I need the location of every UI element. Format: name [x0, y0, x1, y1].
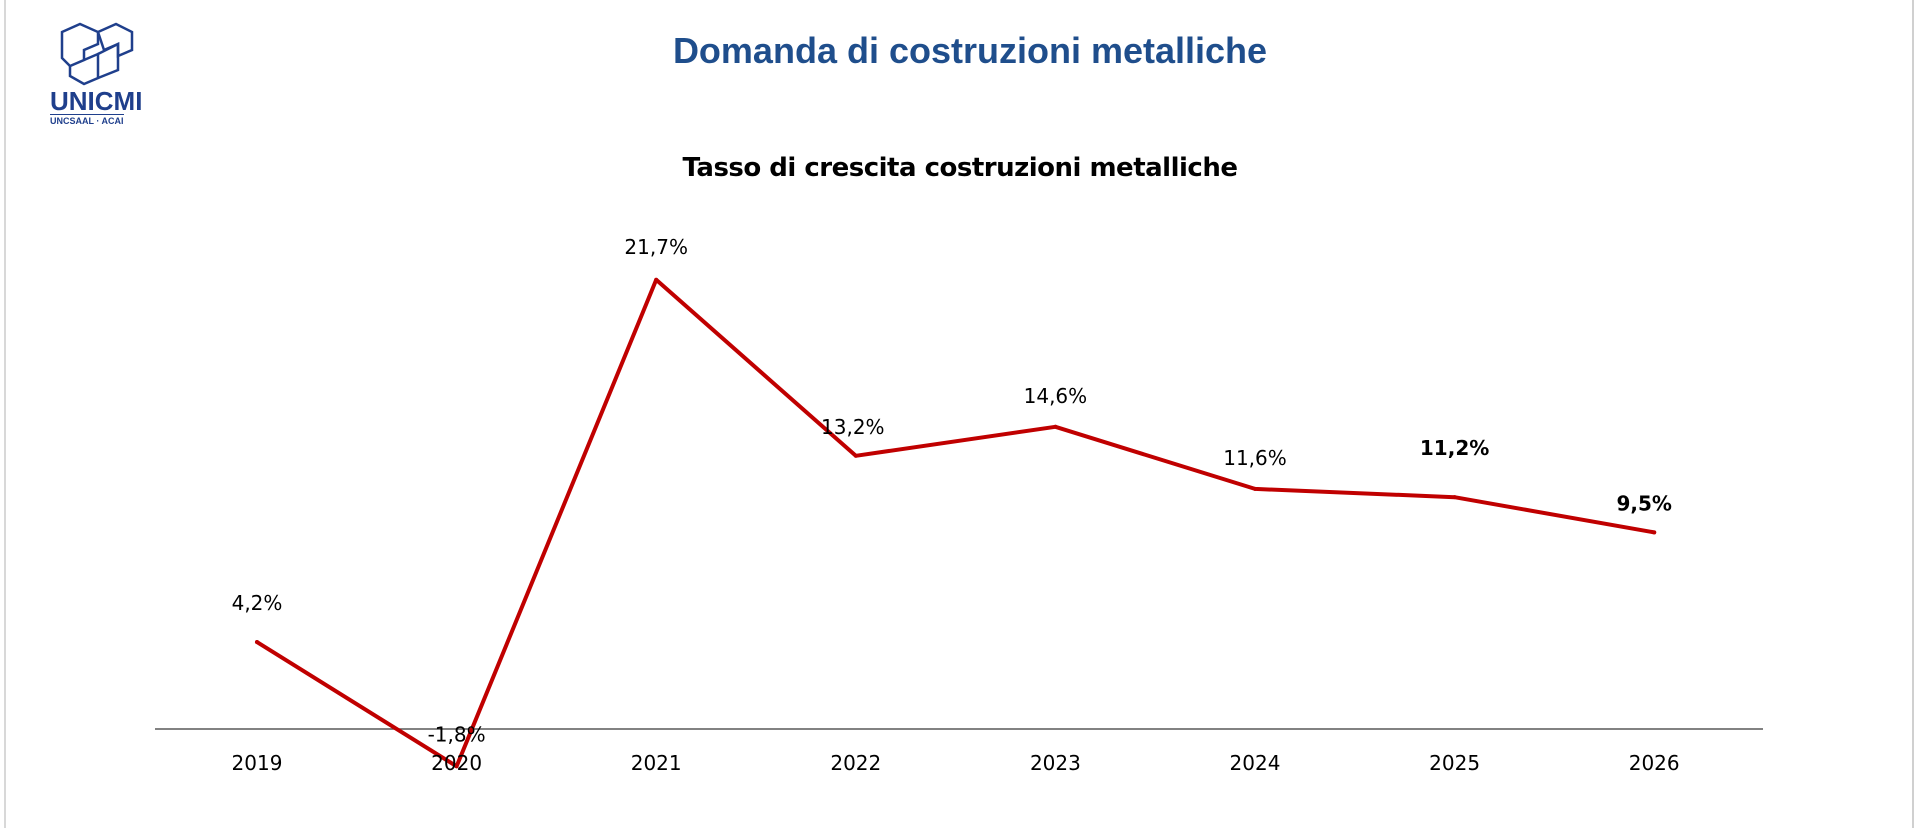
- data-point: [654, 277, 659, 282]
- x-tick-label: 2023: [1030, 751, 1081, 775]
- page-title: Domanda di costruzioni metalliche: [672, 30, 1268, 71]
- x-tick-label: 2025: [1429, 751, 1480, 775]
- data-point: [1652, 530, 1657, 535]
- chart-title: Tasso di crescita costruzioni metalliche: [682, 153, 1238, 183]
- frame-border-left: [4, 0, 6, 828]
- series-line: [255, 277, 1657, 769]
- data-label: 9,5%: [1616, 491, 1671, 515]
- data-point: [255, 640, 259, 645]
- data-point: [454, 764, 459, 769]
- logo-name: UNICMI: [50, 86, 143, 116]
- data-point: [853, 453, 858, 458]
- data-label: 21,7%: [624, 235, 688, 259]
- frame-border-right: [1912, 0, 1914, 828]
- x-tick-label: 2019: [232, 751, 283, 775]
- data-point: [1452, 495, 1457, 500]
- data-label: 14,6%: [1024, 384, 1088, 408]
- x-tick-label: 2024: [1230, 751, 1281, 775]
- data-label: 4,2%: [232, 591, 283, 615]
- logo-subtitle: UNCSAAL · ACAI: [50, 114, 124, 126]
- x-tick-label: 2026: [1629, 751, 1680, 775]
- data-point: [1253, 486, 1257, 491]
- x-tick-label: 2020: [431, 751, 482, 775]
- unicmi-logo-icon: [60, 22, 134, 86]
- x-tick-label: 2022: [830, 751, 881, 775]
- data-label: 13,2%: [821, 415, 885, 439]
- x-tick-label: 2021: [631, 751, 682, 775]
- data-label: 11,6%: [1223, 446, 1287, 470]
- data-label: 11,2%: [1420, 436, 1489, 460]
- data-label: -1,8%: [428, 722, 486, 746]
- data-point: [1053, 424, 1058, 429]
